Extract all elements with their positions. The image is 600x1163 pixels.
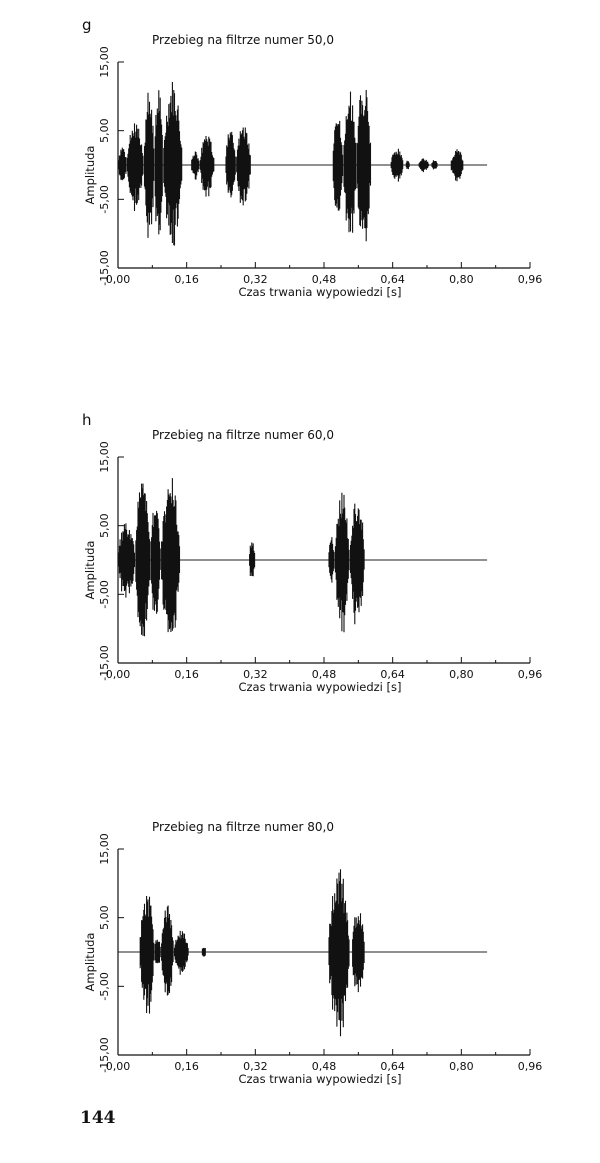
y-tick-label: -15,00 (98, 645, 111, 680)
x-tick-label: 0,32 (243, 1060, 268, 1073)
signal-burst (150, 510, 161, 614)
x-tick-label: 0,48 (312, 1060, 337, 1073)
y-tick-label: 15,00 (98, 441, 111, 473)
x-axis-label: Czas trwania wypowiedzi [s] (238, 1072, 401, 1086)
y-axis-label: Amplituda (83, 146, 97, 205)
signal-burst (418, 158, 429, 173)
signal-burst (405, 160, 410, 170)
chart-title: Przebieg na filtrze numer 60,0 (152, 428, 334, 442)
x-tick-label: 0,80 (449, 1060, 474, 1073)
y-tick-label: 5,00 (98, 118, 111, 142)
x-axis-label: Czas trwania wypowiedzi [s] (238, 285, 401, 299)
x-tick-label: 0,00 (106, 668, 131, 681)
signal-burst (135, 483, 151, 637)
signal-burst (163, 82, 183, 246)
page-number: 144 (80, 1108, 116, 1128)
y-axis-label: Amplituda (83, 933, 97, 992)
x-tick-label: 0,96 (518, 273, 543, 286)
x-tick-label: 0,64 (380, 1060, 405, 1073)
signal-burst (236, 127, 251, 206)
y-tick-label: -15,00 (98, 250, 111, 285)
x-axis-label: Czas trwania wypowiedzi [s] (238, 680, 401, 694)
x-tick-label: 0,96 (518, 668, 543, 681)
signal-burst (201, 947, 206, 957)
y-tick-label: 15,00 (98, 46, 111, 78)
signal-burst (249, 542, 256, 577)
signal-burst (161, 905, 174, 996)
signal-burst (328, 537, 335, 583)
signal-burst (118, 147, 127, 181)
x-tick-label: 0,00 (106, 1060, 131, 1073)
y-tick-label: -5,00 (98, 185, 111, 213)
signal-burst (390, 148, 404, 182)
panel-label: g (82, 16, 92, 34)
signal-burst (154, 90, 163, 235)
waveform-panel-80: Przebieg na filtrze numer 80,0 0,00 0,16 0,… (0, 797, 600, 1097)
signal-burst (343, 91, 357, 233)
signal-burst (450, 149, 464, 182)
signal-burst (173, 930, 189, 975)
x-tick-label: 0,48 (312, 273, 337, 286)
waveform-chart-g: g Przebieg na filtrze numer 50,0 0,00 0,16 0… (82, 16, 543, 299)
y-tick-label: 15,00 (98, 833, 111, 865)
x-tick-label: 0,64 (380, 273, 405, 286)
x-tick-label: 0,80 (449, 273, 474, 286)
signal-burst (126, 123, 144, 211)
y-tick-label: -5,00 (98, 580, 111, 608)
signal-burst (356, 90, 372, 242)
signal-burst (349, 503, 365, 625)
x-tick-label: 0,16 (174, 273, 199, 286)
x-tick-label: 0,16 (174, 668, 199, 681)
signal-burst (328, 869, 350, 1037)
waveform-chart-80: Przebieg na filtrze numer 80,0 0,00 0,16 0,… (83, 820, 543, 1086)
waveform-panel-h: h Przebieg na filtrze numer 60,0 0,00 0,16 0… (0, 405, 600, 705)
y-axis-label: Amplituda (83, 541, 97, 600)
panel-label: h (82, 411, 92, 429)
chart-title: Przebieg na filtrze numer 80,0 (152, 820, 334, 834)
signal-burst (154, 939, 161, 964)
chart-title: Przebieg na filtrze numer 50,0 (152, 33, 334, 47)
y-tick-label: 5,00 (98, 513, 111, 537)
signal-burst (161, 478, 181, 633)
signal-burst (334, 492, 350, 633)
x-tick-label: 0,48 (312, 668, 337, 681)
x-tick-label: 0,80 (449, 668, 474, 681)
y-tick-label: -5,00 (98, 972, 111, 1000)
x-tick-label: 0,64 (380, 668, 405, 681)
signal-burst (352, 913, 365, 993)
x-tick-label: 0,32 (243, 273, 268, 286)
waveform-panel-g: g Przebieg na filtrze numer 50,0 0,00 0,16 0… (0, 10, 600, 310)
signal-burst (191, 151, 200, 180)
x-tick-label: 0,00 (106, 273, 131, 286)
waveform-chart-h: h Przebieg na filtrze numer 60,0 0,00 0,16 0… (82, 411, 543, 694)
signal-burst (199, 136, 215, 197)
signal-burst (139, 896, 155, 1014)
x-tick-label: 0,16 (174, 1060, 199, 1073)
x-tick-label: 0,32 (243, 668, 268, 681)
x-tick-label: 0,96 (518, 1060, 543, 1073)
signal-burst (431, 160, 438, 170)
signal-burst (143, 92, 155, 238)
y-tick-label: 5,00 (98, 905, 111, 929)
signal-burst (118, 523, 136, 598)
y-tick-label: -15,00 (98, 1037, 111, 1072)
signal-burst (225, 131, 236, 198)
signal-burst (332, 120, 344, 211)
